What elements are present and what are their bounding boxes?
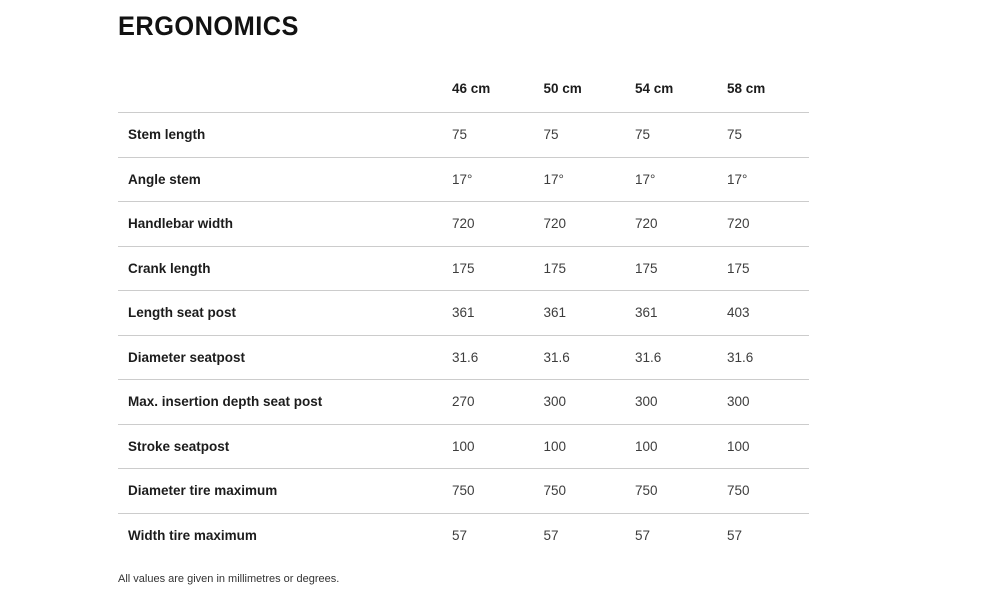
- table-row: Diameter tire maximum 750 750 750 750: [118, 468, 809, 513]
- row-value-46cm: 175: [452, 260, 475, 276]
- row-value-58cm: 720: [727, 216, 750, 232]
- row-value-58cm: 175: [727, 260, 750, 276]
- table-row: Width tire maximum 57 57 57 57: [118, 512, 809, 558]
- row-value-46cm: 270: [452, 394, 475, 410]
- row-value-54cm: 31.6: [635, 349, 662, 365]
- row-label: Stroke seatpost: [128, 438, 230, 454]
- row-value-50cm: 31.6: [543, 349, 570, 365]
- row-value-58cm: 100: [727, 438, 750, 454]
- row-value-50cm: 57: [543, 527, 559, 543]
- row-label: Diameter tire maximum: [128, 483, 278, 499]
- table-row: Length seat post 361 361 361 403: [118, 290, 809, 335]
- row-value-54cm: 17°: [635, 171, 656, 187]
- row-value-58cm: 57: [727, 527, 743, 543]
- row-value-46cm: 361: [452, 305, 475, 321]
- table-header-row: 46 cm 50 cm 54 cm 58 cm: [118, 81, 809, 112]
- ergonomics-spec-table: 46 cm 50 cm 54 cm 58 cm Stem length 75 7…: [118, 81, 809, 557]
- row-value-58cm: 750: [727, 483, 750, 499]
- row-value-46cm: 750: [452, 483, 475, 499]
- row-value-46cm: 100: [452, 438, 475, 454]
- row-value-50cm: 175: [543, 260, 567, 276]
- page-title: ERGONOMICS: [118, 11, 299, 41]
- table-row: Max. insertion depth seat post 270 300 3…: [118, 379, 809, 424]
- row-value-54cm: 300: [635, 394, 658, 410]
- table-row: Diameter seatpost 31.6 31.6 31.6 31.6: [118, 334, 809, 380]
- row-value-54cm: 361: [635, 305, 658, 321]
- row-value-58cm: 75: [727, 127, 743, 143]
- row-value-50cm: 720: [543, 216, 567, 232]
- row-label: Handlebar width: [128, 216, 234, 232]
- row-value-54cm: 75: [635, 127, 651, 143]
- row-label: Crank length: [128, 260, 211, 276]
- row-value-54cm: 720: [635, 216, 658, 232]
- row-label: Angle stem: [128, 171, 201, 187]
- row-value-46cm: 57: [452, 527, 468, 543]
- footnote: All values are given in millimetres or d…: [118, 573, 340, 585]
- row-label: Stem length: [128, 127, 206, 143]
- row-value-58cm: 31.6: [727, 349, 754, 365]
- row-value-46cm: 720: [452, 216, 475, 232]
- row-value-46cm: 31.6: [452, 349, 479, 365]
- row-label: Diameter seatpost: [128, 349, 246, 365]
- header-spacer-cell: [118, 81, 452, 96]
- row-value-54cm: 175: [635, 260, 658, 276]
- row-value-54cm: 57: [635, 527, 651, 543]
- row-value-46cm: 75: [452, 127, 468, 143]
- table-row: Angle stem 17° 17° 17° 17°: [118, 156, 809, 202]
- row-value-54cm: 750: [635, 483, 658, 499]
- row-value-50cm: 361: [543, 305, 567, 321]
- row-value-50cm: 17°: [543, 171, 564, 187]
- table-row: Stem length 75 75 75 75: [118, 112, 809, 157]
- row-value-58cm: 300: [727, 394, 750, 410]
- row-value-50cm: 300: [543, 394, 567, 410]
- row-value-54cm: 100: [635, 438, 658, 454]
- column-header-46cm: 46 cm: [452, 81, 491, 96]
- row-value-50cm: 100: [543, 438, 567, 454]
- table-row: Stroke seatpost 100 100 100 100: [118, 423, 809, 469]
- row-label: Width tire maximum: [128, 527, 257, 543]
- row-label: Length seat post: [128, 305, 237, 321]
- row-value-58cm: 17°: [727, 171, 748, 187]
- row-value-50cm: 750: [543, 483, 567, 499]
- column-header-54cm: 54 cm: [635, 81, 674, 96]
- column-header-58cm: 58 cm: [727, 81, 766, 96]
- row-value-50cm: 75: [543, 127, 559, 143]
- ergonomics-section: ERGONOMICS 46 cm 50 cm 54 cm 58 cm Stem …: [118, 0, 809, 585]
- row-value-46cm: 17°: [452, 171, 473, 187]
- row-value-58cm: 403: [727, 305, 750, 321]
- table-body: Stem length 75 75 75 75 Angle stem 17° 1…: [118, 112, 809, 557]
- table-row: Crank length 175 175 175 175: [118, 245, 809, 291]
- table-row: Handlebar width 720 720 720 720: [118, 201, 809, 246]
- row-label: Max. insertion depth seat post: [128, 394, 323, 410]
- column-header-50cm: 50 cm: [543, 81, 582, 96]
